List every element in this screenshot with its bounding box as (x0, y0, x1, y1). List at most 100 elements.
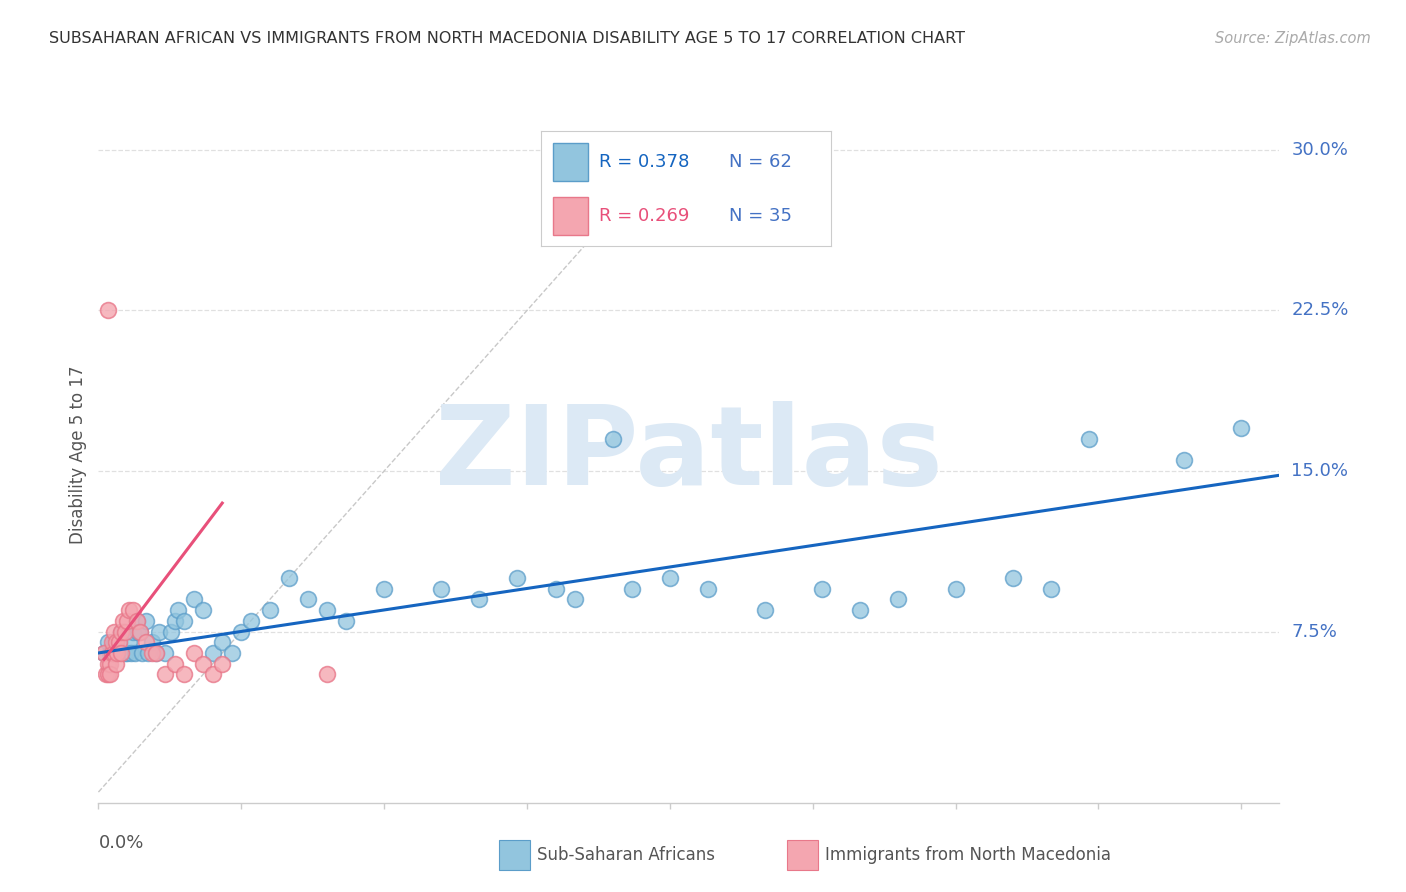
Point (121, 624, 143, 639)
Point (114, 646, 136, 660)
Point (104, 657, 127, 671)
Text: N = 35: N = 35 (730, 207, 793, 225)
Point (98, 667, 121, 681)
Point (163, 614, 186, 628)
Text: 22.5%: 22.5% (1291, 301, 1348, 319)
Point (153, 667, 176, 681)
Point (100, 646, 122, 660)
Point (97, 635, 120, 649)
Point (110, 646, 132, 660)
Point (239, 614, 262, 628)
Point (145, 646, 167, 660)
Point (108, 635, 131, 649)
Point (107, 646, 129, 660)
Point (120, 646, 142, 660)
Point (114, 624, 136, 639)
Point (193, 657, 215, 671)
Point (97, 657, 120, 671)
FancyBboxPatch shape (553, 143, 588, 181)
Point (201, 667, 224, 681)
Point (620, 582, 643, 596)
Point (93, 646, 115, 660)
Point (115, 614, 138, 628)
Point (167, 603, 190, 617)
Point (129, 624, 152, 639)
Text: R = 0.378: R = 0.378 (599, 153, 689, 170)
Point (211, 635, 233, 649)
Point (124, 646, 146, 660)
Point (148, 624, 170, 639)
Point (135, 614, 157, 628)
Point (98, 657, 121, 671)
Text: Source: ZipAtlas.com: Source: ZipAtlas.com (1215, 31, 1371, 46)
Point (112, 624, 135, 639)
Point (945, 582, 967, 596)
Point (316, 667, 339, 681)
Text: Sub-Saharan Africans: Sub-Saharan Africans (537, 847, 716, 864)
Point (118, 603, 141, 617)
Point (231, 624, 253, 639)
Point (100, 635, 122, 649)
Point (183, 646, 205, 660)
Text: N = 62: N = 62 (730, 153, 792, 170)
Point (110, 624, 132, 639)
Point (104, 635, 127, 649)
Point (97, 303, 120, 318)
Point (201, 646, 224, 660)
Point (118, 635, 141, 649)
Point (97, 667, 120, 681)
Text: R = 0.269: R = 0.269 (599, 207, 689, 225)
Point (754, 603, 776, 617)
Point (259, 603, 281, 617)
Point (103, 646, 125, 660)
Point (887, 592, 910, 607)
Point (811, 582, 834, 596)
FancyBboxPatch shape (553, 197, 588, 235)
Point (135, 635, 157, 649)
Point (373, 582, 395, 596)
Point (136, 646, 159, 660)
Point (131, 646, 153, 660)
Point (193, 603, 215, 617)
Text: Immigrants from North Macedonia: Immigrants from North Macedonia (825, 847, 1111, 864)
Point (107, 646, 129, 660)
Point (211, 657, 233, 671)
Point (115, 646, 138, 660)
Text: 0.0%: 0.0% (98, 834, 143, 852)
Point (1230, 421, 1253, 435)
Point (127, 624, 149, 639)
Point (100, 646, 122, 660)
Point (1039, 582, 1062, 596)
Point (564, 592, 586, 607)
Point (104, 646, 127, 660)
Text: SUBSAHARAN AFRICAN VS IMMIGRANTS FROM NORTH MACEDONIA DISABILITY AGE 5 TO 17 COR: SUBSAHARAN AFRICAN VS IMMIGRANTS FROM NO… (49, 31, 965, 46)
Point (121, 603, 143, 617)
Point (1078, 432, 1101, 446)
Text: ZIPatlas: ZIPatlas (434, 401, 943, 508)
Point (316, 603, 339, 617)
Text: 15.0%: 15.0% (1291, 462, 1348, 480)
Point (506, 571, 529, 585)
Point (125, 614, 148, 628)
Point (141, 635, 163, 649)
Point (153, 646, 176, 660)
Point (110, 624, 132, 639)
Point (221, 646, 243, 660)
Point (277, 571, 299, 585)
Point (602, 432, 624, 446)
Point (163, 657, 186, 671)
Point (658, 571, 681, 585)
Point (297, 592, 319, 607)
Point (173, 667, 195, 681)
Point (544, 582, 567, 596)
Point (468, 592, 491, 607)
Point (103, 635, 125, 649)
Point (697, 582, 720, 596)
Point (1001, 571, 1024, 585)
Point (98, 646, 121, 660)
Text: 30.0%: 30.0% (1291, 141, 1348, 159)
Text: 7.5%: 7.5% (1291, 623, 1337, 640)
Point (183, 592, 205, 607)
Point (430, 582, 453, 596)
Point (93, 646, 115, 660)
